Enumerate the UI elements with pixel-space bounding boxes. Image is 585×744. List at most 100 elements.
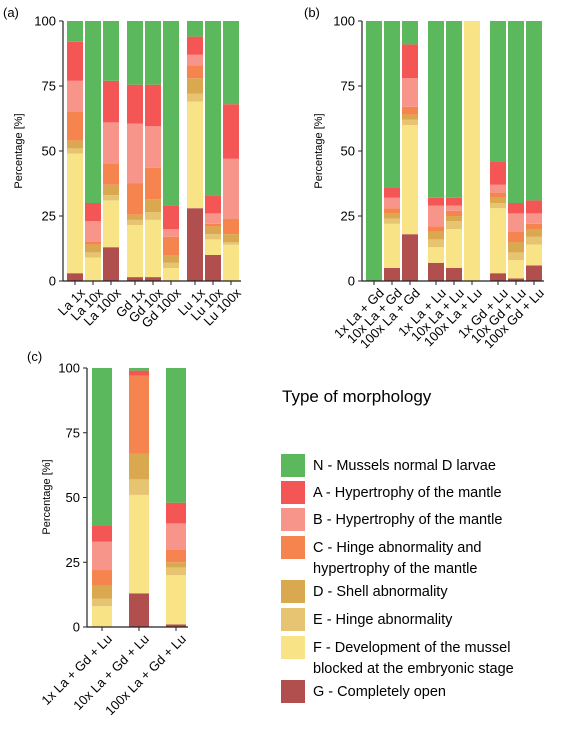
bar-segment-A-7	[187, 36, 203, 55]
bar-segment-N-9	[223, 21, 239, 105]
bar-segment-G-5	[145, 277, 161, 281]
bar-segment-D-7	[490, 197, 506, 203]
bar-segment-N-3	[402, 21, 418, 45]
bar-segment-B-7	[187, 54, 203, 66]
bar-segment-C-4	[428, 226, 444, 232]
bar-segment-A-1	[67, 41, 83, 81]
bar-segment-G-9	[526, 265, 542, 281]
bar-segment-G-1	[67, 273, 83, 281]
bar-segment-E-9	[526, 236, 542, 245]
bar-segment-C-3	[166, 549, 186, 563]
bar-segment-B-8	[508, 213, 524, 232]
bar-segment-F-7	[490, 208, 506, 274]
bar-segment-D-5	[145, 199, 161, 213]
panel-a-label: (a)	[3, 5, 19, 20]
y-tick-label: 75	[66, 425, 80, 440]
bar-segment-D-4	[127, 214, 143, 220]
bar-segment-N-4	[127, 21, 143, 85]
y-tick-label: 0	[49, 274, 56, 289]
bar-segment-A-3	[103, 80, 119, 123]
y-axis-title: Percentage [%]	[313, 113, 325, 188]
bar-segment-E-3	[166, 567, 186, 576]
bar-segment-D-3	[103, 184, 119, 196]
bar-segment-F-5	[145, 219, 161, 278]
bar-segment-E-3	[402, 119, 418, 125]
bar-segment-A-9	[526, 200, 542, 214]
bar-segment-F-4	[127, 225, 143, 278]
bar-segment-B-9	[223, 158, 239, 219]
bar-segment-N-5	[145, 21, 161, 85]
legend-label-F: F - Development of the mussel	[313, 640, 510, 656]
bar-segment-F-8	[508, 260, 524, 279]
bar-segment-N-7	[187, 21, 203, 37]
y-tick-label: 25	[42, 209, 56, 224]
bar-segment-C-8	[205, 223, 221, 227]
y-tick-label: 100	[333, 14, 355, 29]
bar-segment-F-3	[402, 125, 418, 235]
bar-segment-G-7	[490, 273, 506, 281]
bar-segment-B-7	[490, 184, 506, 193]
bar-segment-A-2	[129, 370, 149, 376]
y-tick-label: 100	[58, 361, 80, 376]
y-tick-label: 25	[341, 209, 355, 224]
bar-segment-G-8	[508, 278, 524, 281]
y-tick-label: 0	[348, 274, 355, 289]
legend-label-C-line2: hypertrophy of the mantle	[313, 561, 477, 577]
bar-segment-N-2	[85, 21, 101, 203]
bar-segment-E-4	[428, 239, 444, 248]
bar-segment-D-3	[166, 562, 186, 568]
y-tick-label: 50	[42, 144, 56, 159]
bar-segment-G-3	[402, 234, 418, 281]
bar-segment-A-3	[402, 44, 418, 79]
bar-segment-D-7	[187, 78, 203, 94]
bar-segment-E-2	[129, 479, 149, 495]
bar-segment-C-6	[163, 236, 179, 255]
legend-label-D: D - Shell abnormality	[313, 584, 448, 600]
y-tick-label: 75	[42, 79, 56, 94]
bar-segment-B-6	[163, 229, 179, 237]
bar-segment-N-6	[163, 21, 179, 206]
bar-segment-D-5	[446, 216, 462, 222]
bar-segment-A-8	[508, 203, 524, 214]
bar-segment-G-5	[446, 268, 462, 281]
bar-segment-E-8	[508, 252, 524, 261]
bar-segment-F-4	[428, 247, 444, 263]
legend: Type of morphology N - Mussels normal D …	[281, 387, 514, 703]
bar-segment-F-2	[129, 494, 149, 594]
bar-segment-F-9	[526, 244, 542, 266]
legend-label-E: E - Hinge abnormality	[313, 612, 453, 628]
bar-segment-N-1	[92, 368, 112, 526]
bar-segment-G-3	[103, 247, 119, 281]
bar-segment-C-8	[508, 231, 524, 242]
bar-segment-A-4	[428, 197, 444, 206]
bar-segment-F-6	[163, 268, 179, 281]
legend-swatch-D	[281, 580, 305, 603]
bar-segment-B-1	[67, 80, 83, 112]
bar-segment-F-1	[92, 606, 112, 627]
bar-segment-E-3	[103, 195, 119, 201]
bar-segment-D-9	[223, 234, 239, 242]
bar-segment-E-5	[145, 212, 161, 220]
bar-segment-F-2	[384, 223, 400, 268]
bar-segment-F-2	[85, 257, 101, 281]
legend-label-G: G - Completely open	[313, 684, 446, 700]
bar-segment-G-4	[428, 262, 444, 281]
bar-segment-E-2	[85, 252, 101, 258]
bar-segment-N-1	[366, 21, 382, 281]
bar-segment-C-3	[103, 164, 119, 185]
bar-segment-B-8	[205, 213, 221, 224]
bar-segment-A-8	[205, 195, 221, 214]
legend-label-B: B - Hypertrophy of the mantle	[313, 512, 502, 528]
bar-segment-A-9	[223, 104, 239, 159]
bar-segment-D-8	[205, 226, 221, 235]
bar-segment-B-4	[428, 205, 444, 227]
bar-segment-G-2	[384, 268, 400, 281]
bar-segment-A-4	[127, 84, 143, 124]
bar-segment-C-9	[223, 218, 239, 235]
bar-segment-D-4	[428, 231, 444, 240]
bar-segment-N-8	[508, 21, 524, 203]
bar-segment-A-2	[85, 203, 101, 222]
